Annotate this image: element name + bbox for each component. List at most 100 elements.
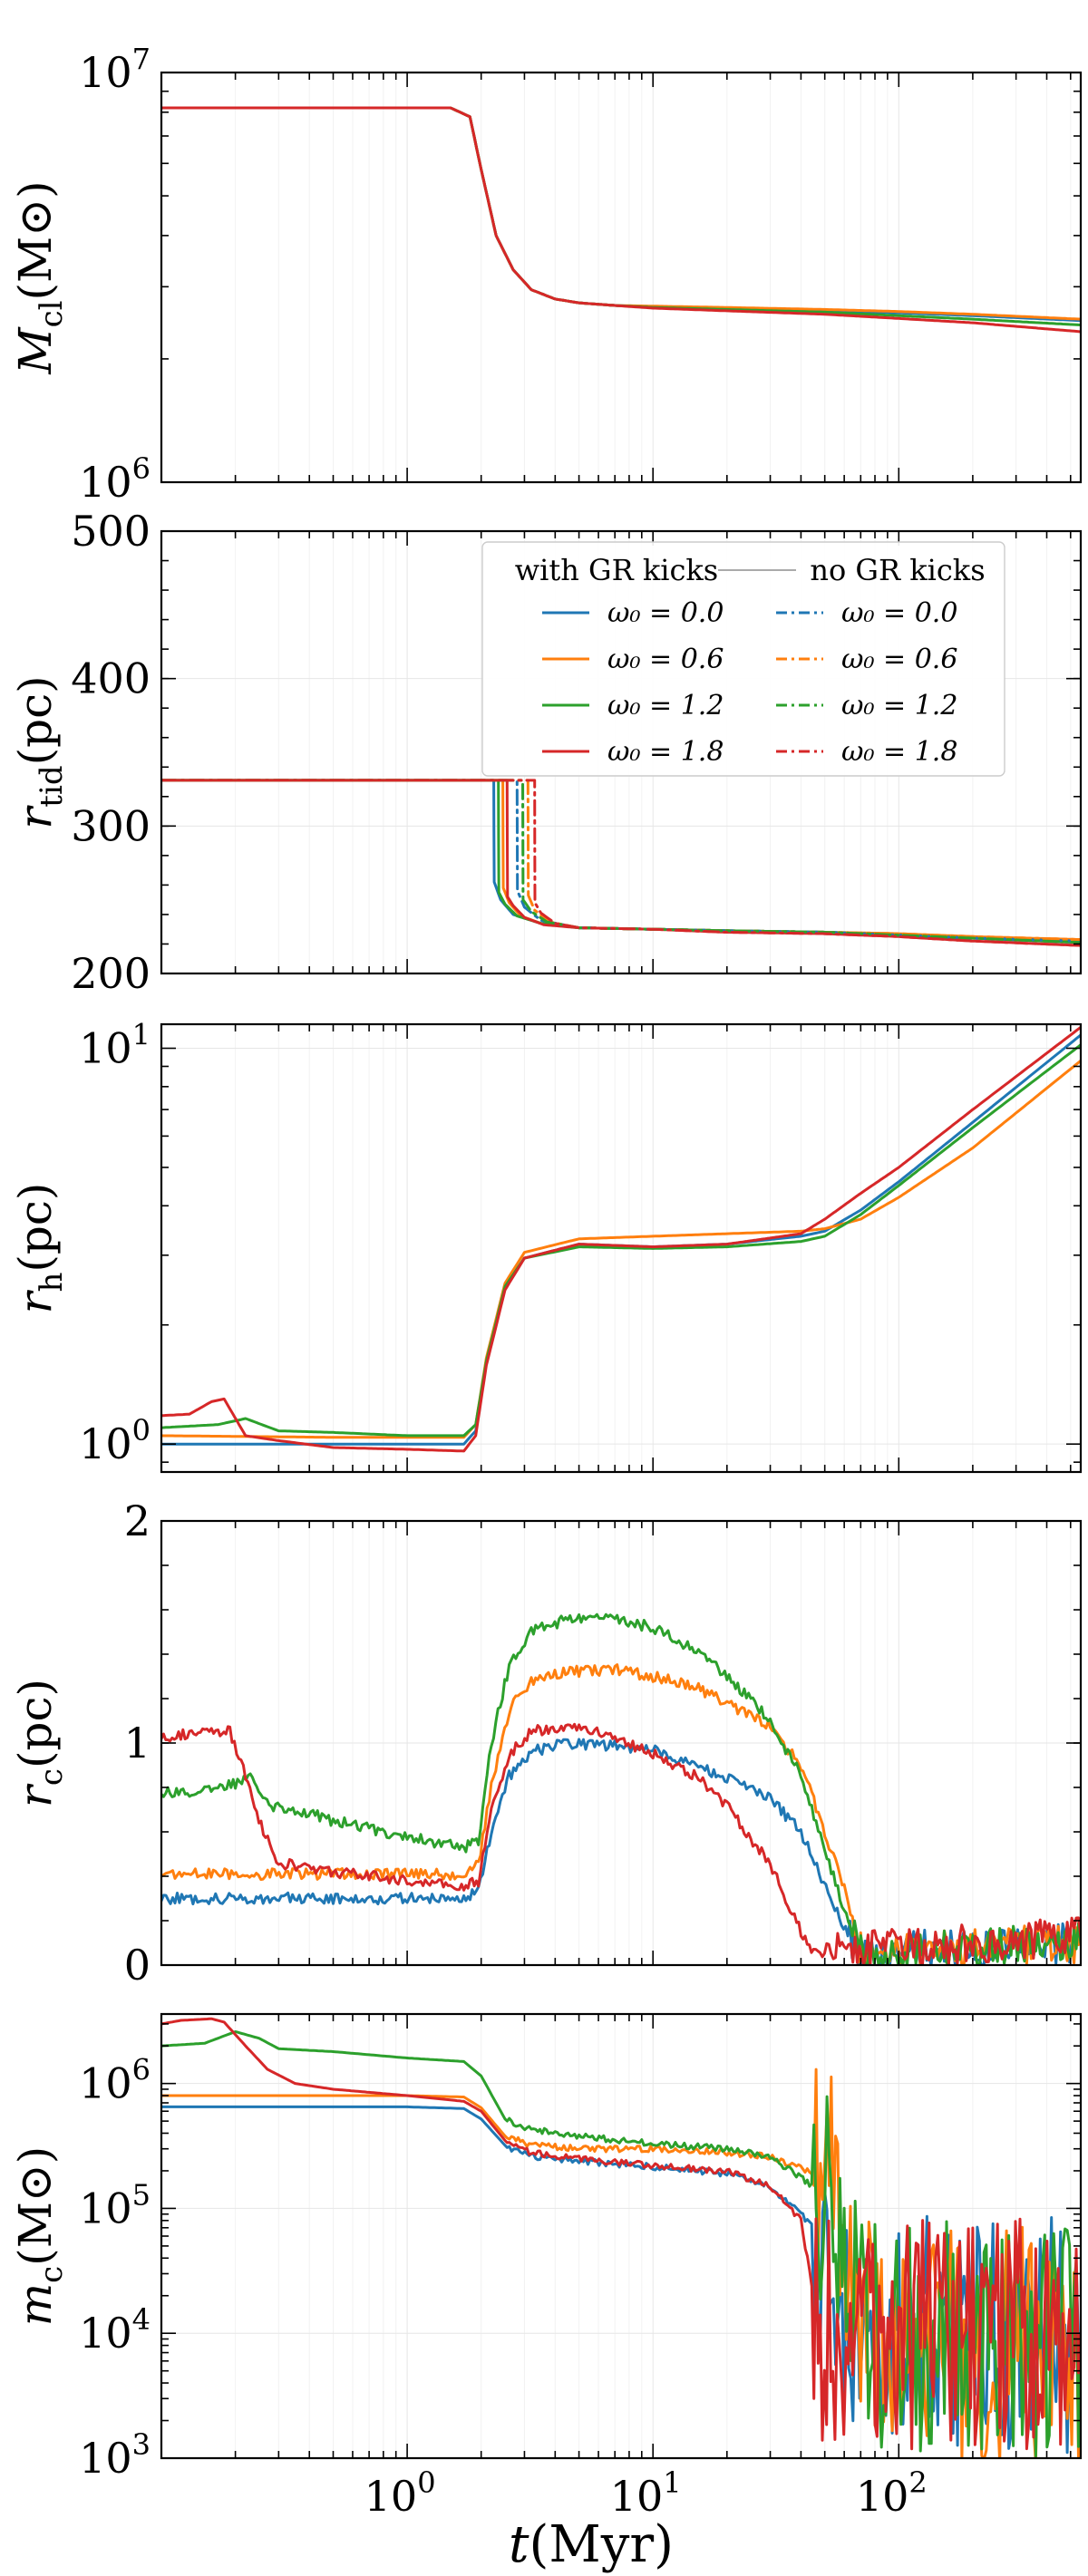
y-axis-label-unit: (pc) (9, 1679, 62, 1768)
y-tick-label: 104 (79, 2302, 151, 2358)
panel-tidal-radius: 200 300 400 500 rtid(pc) with GR kicks no GR k… (9, 507, 1083, 998)
y-tick-label-base: 10 (79, 2309, 132, 2358)
y-axis-label-unit: (pc) (9, 675, 62, 765)
series-line-solid-3 (161, 1025, 1081, 1453)
y-axis-label: rh(pc) (9, 1183, 70, 1314)
y-tick-label-base: 10 (79, 2184, 132, 2232)
y-tick-label: 200 (71, 949, 151, 998)
series-group (161, 779, 1081, 947)
y-tick-label: 103 (79, 2427, 151, 2483)
series-line-dashdot-7 (161, 779, 1081, 947)
legend-box (481, 541, 1005, 777)
series-line-solid-0 (161, 106, 1081, 323)
legend-entry-label: ω₀ = 0.0 (607, 597, 724, 629)
x-tick-label: 102 (856, 2465, 928, 2521)
series-group (161, 1612, 1081, 1965)
y-tick-label-exponent: 0 (132, 1413, 151, 1448)
y-axis-label-unit: (pc) (9, 1183, 62, 1273)
y-axis-label-symbol: m (9, 2283, 62, 2326)
y-tick-label: 107 (79, 42, 151, 97)
series-line-solid-2 (161, 106, 1081, 326)
y-tick-label: 106 (79, 451, 151, 507)
x-tick-label-base: 10 (364, 2472, 418, 2521)
legend-entry-label: ω₀ = 1.8 (841, 736, 957, 768)
series-line-dashdot-4 (161, 779, 1081, 943)
y-tick-label: 500 (71, 507, 151, 556)
y-axis-label: mc(M⊙) (9, 2146, 70, 2327)
legend-entry-label: ω₀ = 0.0 (841, 597, 957, 629)
x-tick-label: 101 (610, 2465, 682, 2521)
y-tick-label-exponent: 6 (132, 451, 151, 486)
series-line-dashdot-6 (161, 779, 1081, 944)
y-axis-label-subscript: cl (34, 300, 70, 327)
x-axis-label-unit: (Myr) (529, 2515, 674, 2574)
x-tick-label-base: 10 (610, 2472, 664, 2521)
y-tick-label: 2 (124, 1496, 151, 1545)
y-tick-label: 0 (124, 1941, 151, 1990)
series-line-solid-1 (161, 2068, 1081, 2458)
series-line-solid-1 (161, 779, 1081, 942)
y-tick-label: 105 (79, 2177, 151, 2232)
y-tick-label-exponent: 6 (132, 2053, 151, 2087)
y-tick-label: 300 (71, 801, 151, 850)
series-group (161, 106, 1081, 334)
legend-header-no-kicks: no GR kicks (810, 553, 985, 587)
series-line-solid-0 (161, 1033, 1081, 1446)
y-axis-label-symbol: r (9, 805, 62, 829)
series-line-dashdot-5 (161, 779, 1081, 942)
y-axis-label: rtid(pc) (9, 675, 70, 828)
series-line-solid-0 (161, 779, 1081, 944)
y-axis-label-symbol: r (9, 1783, 62, 1807)
y-tick-label-exponent: 3 (132, 2427, 151, 2462)
y-axis-label-symbol: M (9, 326, 62, 375)
legend-entry-label: ω₀ = 1.8 (607, 736, 724, 768)
y-tick-label-base: 10 (79, 1419, 132, 1468)
y-tick-label-base: 10 (79, 1024, 132, 1073)
x-axis-label-symbol: t (509, 2515, 529, 2574)
y-tick-label: 101 (79, 1018, 151, 1073)
y-tick-label: 100 (79, 1413, 151, 1468)
y-axis-label-unit: (M⊙) (9, 2146, 62, 2266)
ticks (161, 1520, 1081, 1966)
series-line-solid-3 (161, 106, 1081, 334)
y-tick-label-base: 10 (79, 458, 132, 507)
plot-frame (160, 1022, 1083, 1474)
series-line-solid-1 (161, 1059, 1081, 1439)
legend-header-with-kicks: with GR kicks (515, 553, 718, 587)
ticks (161, 1024, 1081, 1472)
series-line-solid-3 (161, 779, 1081, 947)
y-tick-label: 106 (79, 2053, 151, 2108)
series-line-solid-1 (161, 106, 1081, 321)
y-tick-label-exponent: 1 (132, 1018, 151, 1052)
plot-frame (160, 529, 1083, 975)
ticks (161, 2014, 1081, 2459)
series-group (161, 2017, 1081, 2458)
series-line-solid-3 (161, 1722, 1081, 1965)
x-tick-label: 100 (364, 2465, 436, 2521)
y-tick-label: 400 (71, 654, 151, 703)
x-tick-label-base: 10 (856, 2472, 909, 2521)
legend: with GR kicks no GR kicks ω₀ = 0.0 ω₀ = 0.6… (481, 541, 1005, 777)
y-tick-label-exponent: 4 (132, 2302, 151, 2337)
legend-entry-label: ω₀ = 0.6 (841, 644, 957, 675)
y-axis-label-unit: (M⊙) (9, 180, 62, 300)
y-tick-label-base: 10 (79, 2434, 132, 2483)
x-tick-label-exponent: 1 (663, 2465, 681, 2500)
plot-frame (160, 71, 1083, 484)
series-group (161, 1025, 1081, 1453)
y-axis-label-subscript: c (34, 1768, 70, 1786)
series-line-solid-3 (161, 2017, 1081, 2451)
x-tick-label-exponent: 0 (417, 2465, 435, 2500)
y-tick-label-exponent: 5 (132, 2177, 151, 2212)
x-axis-label: t(Myr) (509, 2515, 674, 2574)
legend-entry-label: ω₀ = 0.6 (607, 644, 724, 675)
series-line-solid-2 (161, 779, 1081, 944)
legend-entry-label: ω₀ = 1.2 (607, 690, 724, 721)
y-tick-label-exponent: 7 (132, 42, 151, 76)
y-tick-label: 1 (124, 1719, 151, 1767)
grid (235, 73, 1072, 482)
